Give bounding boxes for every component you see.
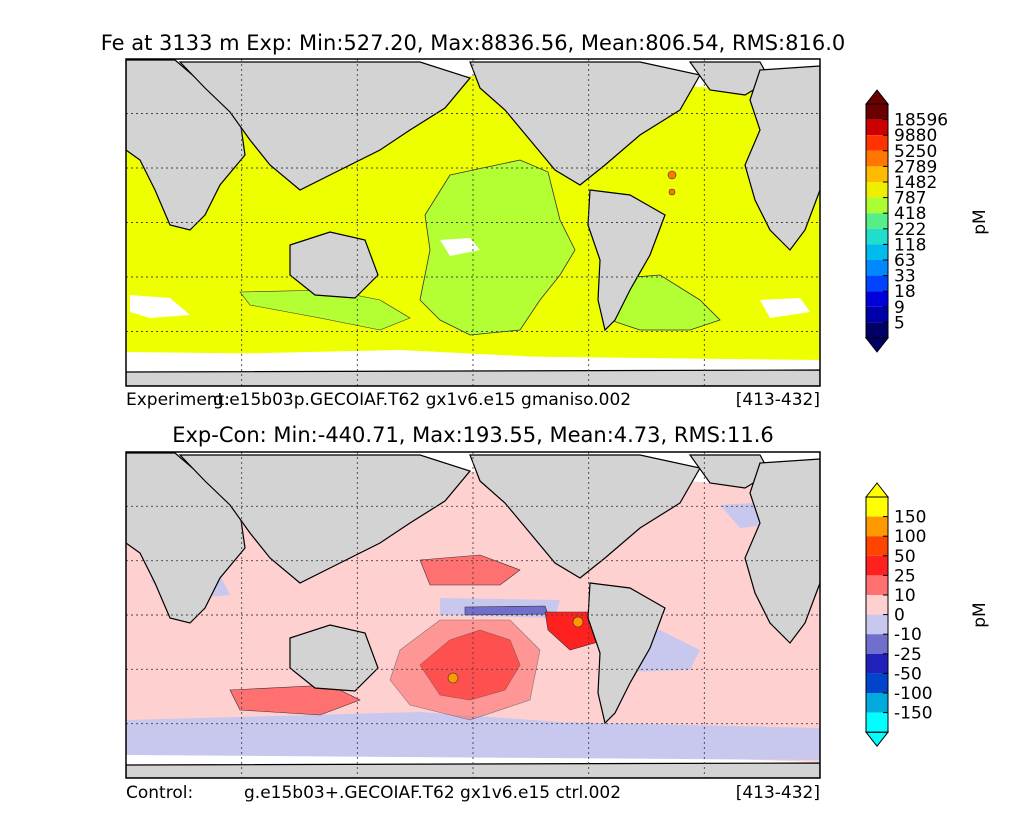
panel-b-colorbar-swatch (866, 673, 888, 693)
panel-a-colorbar-tick-label: 9 (894, 298, 905, 318)
panel-a-colorbar-swatch (866, 197, 888, 214)
panel-a-colorbar-swatch (866, 291, 888, 307)
panel-a-colorbar: 1859698805250278914827874182221186333189… (864, 89, 948, 353)
panel-b-footer-right: [413-432] (736, 783, 820, 803)
panel-a-pacific-green (419, 159, 576, 336)
panel-a-colorbar-tick-label: 418 (894, 204, 926, 224)
panel-b-colorbar-tick-label: 25 (894, 566, 916, 586)
panel-b-colorbar-swatch (866, 712, 888, 733)
panel-b-land (126, 452, 820, 778)
panel-b-colorbar-swatch (866, 536, 888, 556)
panel-a-colorbar-tick-label: 18 (894, 282, 916, 302)
panel-b-colorbar-swatch (866, 614, 888, 635)
panel-a-colorbar-tick-label: 787 (894, 189, 926, 209)
panel-b-colorbar-tick-label: 100 (894, 527, 926, 547)
panel-b-colorbar-tick-label: 0 (894, 606, 905, 626)
panel-a-colorbar-swatch (866, 228, 888, 245)
panel-b-title: Exp-Con: Min:-440.71, Max:193.55, Mean:4… (172, 423, 774, 447)
panel-a-colorbar-swatch (866, 104, 888, 120)
panel-a-colorbar-swatch (866, 119, 888, 136)
panel-a-colorbar-swatch (866, 322, 888, 338)
panel-b-footer-left: Control: (126, 783, 193, 803)
panel-a-land (126, 59, 820, 386)
panel-a-colorbar-tick-label: 33 (894, 267, 916, 287)
panel-a-colorbar-tick-label: 63 (894, 251, 916, 271)
panel-a-colorbar-tick-label: 1482 (894, 173, 937, 193)
panel-a-colorbar-swatch (866, 135, 888, 151)
panel-a-colorbar-tick-label: 5 (894, 313, 905, 333)
panel-b-colorbar-tick-label: -50 (894, 664, 922, 684)
panel-b-colorbar-swatch (866, 693, 888, 713)
panel-b-map (126, 452, 820, 778)
panel-a-colorbar-swatch (866, 182, 888, 198)
panel-b-colorbar-swatch (866, 575, 888, 595)
panel-b-colorbar-tick-label: 10 (894, 586, 916, 606)
panel-a-colorbar-tick-label: 9880 (894, 126, 937, 146)
panel-a-footer-right: [413-432] (736, 390, 820, 410)
panel-b-colorbar-tick-label: -150 (894, 704, 933, 724)
panel-a-colorbar-tick-label: 222 (894, 220, 926, 240)
panel-b-colorbar-tick-label: -10 (894, 625, 922, 645)
panel-a-colorbar-swatch (866, 150, 888, 167)
panel-b-colorbar-swatch (866, 555, 888, 576)
panel-a-map (126, 59, 820, 386)
panel-a-colorbar-swatch (866, 244, 888, 260)
panel-a-colorbar-swatch (866, 306, 888, 323)
panel-b-colorbar-extend-max (864, 482, 890, 498)
panel-b-colorbar-units: pM (970, 602, 990, 627)
panel-b-colorbar-tick-label: 50 (894, 547, 916, 567)
panel-b-colorbar-swatch (866, 634, 888, 654)
panel-a-footer-left: Experiment: (126, 390, 230, 410)
panel-b-colorbar-swatch (866, 653, 888, 674)
panel-b-colorbar-extend-min (864, 731, 890, 748)
panel-a-colorbar-tick-label: 2789 (894, 157, 937, 177)
panel-a-colorbar-units: pM (970, 209, 990, 234)
panel-a-colorbar-swatch (866, 213, 888, 229)
panel-a-colorbar-frame (865, 103, 889, 339)
panel-a-colorbar-swatch (866, 275, 888, 292)
panel-b-colorbar-tick-label: -25 (894, 645, 922, 665)
panel-a-colorbar-swatch (866, 260, 888, 276)
panel-a-footer-middle: g.e15b03p.GECOIAF.T62 gx1v6.e15 gmaniso.… (213, 390, 631, 410)
panel-a-colorbar-swatch (866, 166, 888, 182)
panel-a-colorbar-tick-label: 18596 (894, 111, 948, 131)
panel-b-colorbar-swatch (866, 516, 888, 537)
panel-a-title: Fe at 3133 m Exp: Min:527.20, Max:8836.5… (101, 31, 846, 55)
panel-a-colorbar-extend-max (864, 89, 890, 105)
panel-a-colorbar-extend-min (864, 337, 890, 353)
panel-a-colorbar-tick-label: 5250 (894, 142, 937, 162)
panel-b-colorbar-swatch (866, 595, 888, 615)
panel-b-colorbar-swatch (866, 497, 888, 517)
panel-b-colorbar-tick-label: -100 (894, 684, 933, 704)
panel-b-footer-middle: g.e15b03+.GECOIAF.T62 gx1v6.e15 ctrl.002 (244, 783, 621, 803)
panel-a-colorbar-tick-label: 118 (894, 235, 926, 255)
panel-b-colorbar-tick-label: 150 (894, 508, 926, 528)
